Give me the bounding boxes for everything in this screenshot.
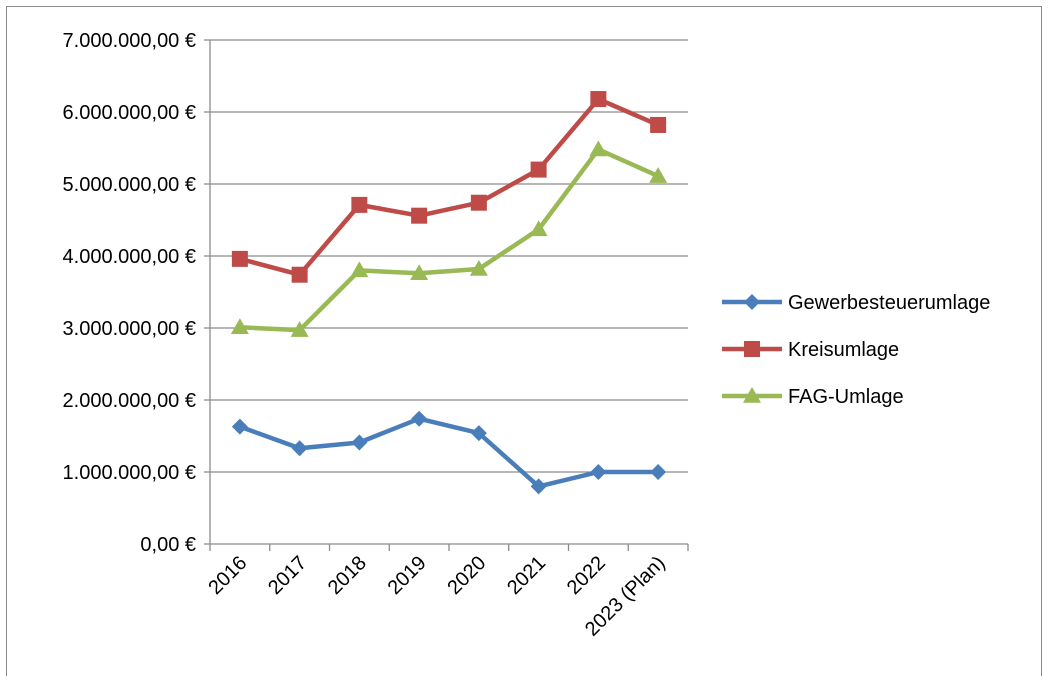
x-tick-label: 2020 (443, 552, 490, 599)
legend: Gewerbesteuerumlage Kreisumlage FAG-Umlage (722, 292, 990, 408)
y-tick-label: 2.000.000,00 € (63, 390, 196, 412)
triangle-marker (410, 264, 429, 281)
triangle-marker (589, 140, 608, 157)
y-tick-label: 5.000.000,00 € (63, 174, 196, 196)
triangle-marker (529, 220, 548, 237)
triangle-marker (469, 259, 488, 276)
x-tick-label: 2017 (264, 552, 311, 599)
square-marker (351, 196, 368, 213)
diamond-marker (590, 464, 607, 480)
series-line (237, 147, 661, 333)
square-marker (530, 161, 547, 178)
y-tick-label: 3.000.000,00 € (63, 318, 196, 340)
square-marker (411, 207, 428, 224)
square-marker (744, 341, 760, 357)
y-tick-label: 0,00 € (140, 534, 196, 556)
legend-item: FAG-Umlage (722, 386, 904, 408)
diamond-marker (744, 294, 760, 310)
axes (204, 40, 689, 551)
diamond-marker (411, 410, 428, 427)
triangle-marker (230, 318, 249, 335)
square-marker (231, 250, 248, 267)
x-tick-label: 2018 (324, 552, 371, 599)
series-group (230, 91, 668, 495)
series-kreisumlage (231, 91, 667, 283)
triangle-marker (743, 387, 761, 403)
series-line (237, 416, 661, 489)
triangle-marker (290, 321, 309, 337)
square-marker (470, 194, 487, 211)
x-tick-label: 2019 (384, 552, 431, 599)
diamond-marker (650, 464, 667, 480)
y-axis-ticks: 0,00 € 1.000.000,00 € 2.000.000,00 € 3.000.… (63, 30, 196, 556)
x-tick-label: 2016 (204, 552, 251, 599)
legend-label: Kreisumlage (788, 339, 899, 361)
triangle-marker (350, 261, 369, 278)
triangle-marker (649, 167, 668, 183)
square-marker (291, 266, 308, 283)
diamond-marker (351, 434, 368, 451)
y-tick-label: 6.000.000,00 € (63, 102, 196, 124)
y-tick-label: 7.000.000,00 € (63, 30, 196, 52)
legend-item: Gewerbesteuerumlage (722, 292, 990, 314)
y-tick-label: 4.000.000,00 € (63, 246, 196, 268)
diamond-marker (470, 425, 487, 442)
series-fag-umlage (230, 140, 668, 337)
y-tick-label: 1.000.000,00 € (63, 462, 196, 484)
diamond-marker (291, 440, 308, 457)
x-tick-label: 2022 (563, 552, 610, 599)
diamond-marker (530, 478, 547, 495)
square-marker (650, 116, 667, 133)
square-marker (590, 91, 607, 108)
legend-label: FAG-Umlage (788, 386, 904, 408)
diamond-marker (231, 418, 248, 435)
legend-item: Kreisumlage (722, 339, 899, 361)
series-line (237, 96, 661, 277)
x-tick-label: 2021 (503, 552, 550, 599)
chart-frame (6, 6, 1042, 676)
legend-label: Gewerbesteuerumlage (788, 292, 990, 314)
series-gewerbesteuerumlage (231, 410, 667, 495)
